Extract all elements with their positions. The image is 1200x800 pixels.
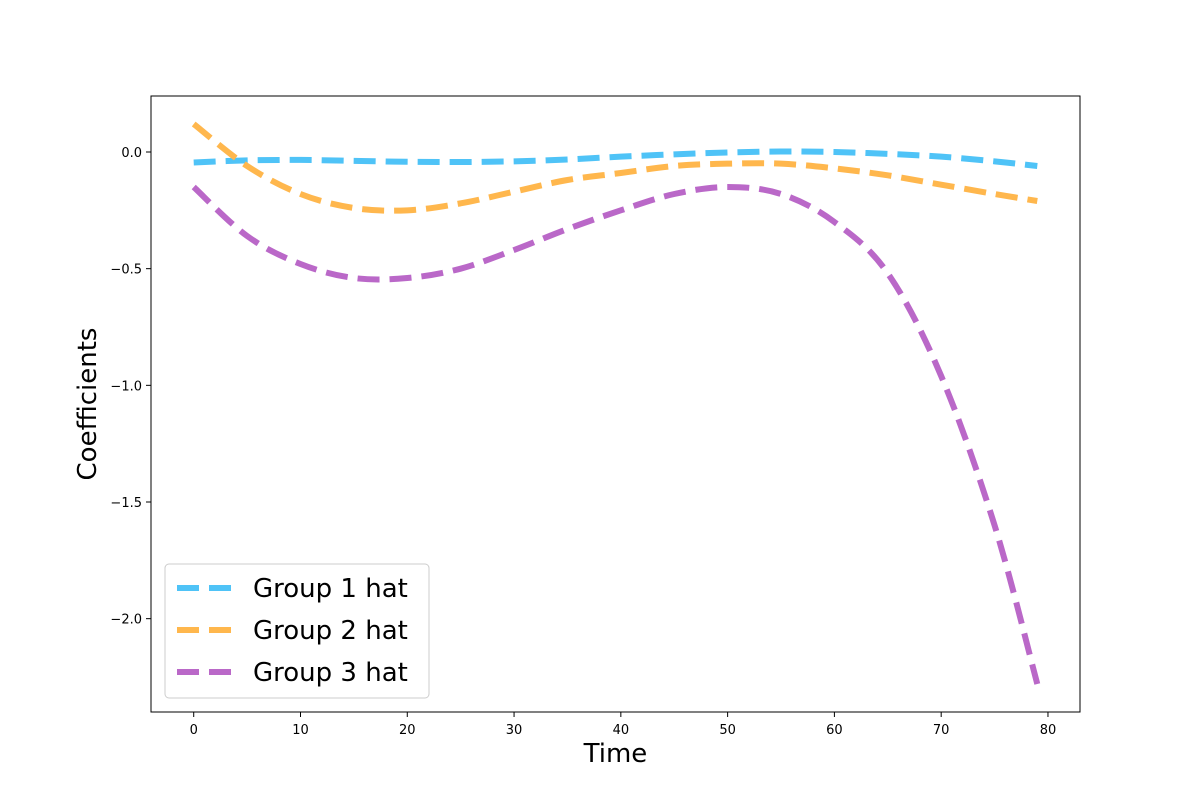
legend-label-group-2: Group 2 hat	[253, 616, 408, 646]
y-tick-label: −2.0	[110, 613, 142, 628]
x-tick-label: 70	[933, 723, 950, 738]
x-tick-label: 20	[399, 723, 416, 738]
plot-frame	[150, 95, 1081, 713]
series-layer	[191, 121, 1041, 685]
y-axis-ticks: 0.0 −0.5 −1.0 −1.5 −2.0	[110, 146, 151, 628]
x-tick-label: 30	[506, 723, 523, 738]
x-tick-label: 0	[190, 723, 198, 738]
x-tick-label: 80	[1040, 723, 1057, 738]
x-tick-label: 40	[613, 723, 630, 738]
legend-label-group-3: Group 3 hat	[253, 658, 408, 688]
y-tick-label: −0.5	[110, 263, 142, 278]
series-line-group-3	[191, 183, 1041, 685]
x-tick-label: 50	[719, 723, 736, 738]
series-line-group-2	[191, 121, 1038, 214]
x-tick-label: 60	[826, 723, 843, 738]
y-tick-label: 0.0	[121, 146, 142, 161]
legend: Group 1 hat Group 2 hat Group 3 hat	[164, 563, 430, 699]
y-tick-label: −1.5	[110, 496, 142, 511]
x-tick-label: 10	[292, 723, 309, 738]
y-axis-label: Coefficients	[73, 328, 103, 481]
y-tick-label: −1.0	[110, 379, 142, 394]
series-line-group-1	[193, 148, 1038, 169]
x-axis-label: Time	[583, 739, 648, 769]
legend-label-group-1: Group 1 hat	[253, 574, 408, 604]
legend-box	[164, 563, 430, 699]
x-axis-ticks: 0 10 20 30 40 50 60 70 80	[190, 712, 1057, 738]
